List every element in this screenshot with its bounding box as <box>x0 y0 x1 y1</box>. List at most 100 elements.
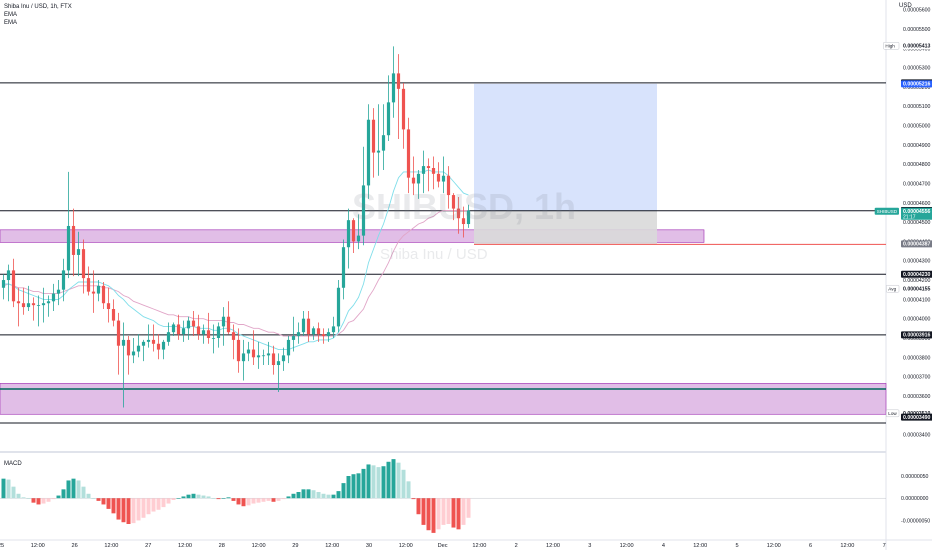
macd-bar <box>386 461 391 499</box>
price-badge-value: 0.00003916 <box>903 333 931 339</box>
candle-body <box>346 220 351 248</box>
candle-body <box>286 339 291 356</box>
candle-body <box>436 173 441 182</box>
macd-bar <box>441 498 446 525</box>
candle-body <box>411 177 416 184</box>
price-tick-label: 0.00005600 <box>903 8 931 14</box>
price-tick-label: 0.00005000 <box>903 124 931 130</box>
candle-body <box>176 324 181 335</box>
candle-body <box>356 235 361 242</box>
macd-bar <box>251 498 256 504</box>
price-badge-tag <box>883 42 900 50</box>
candle-body <box>51 293 56 302</box>
price-tick-label: 0.00005500 <box>903 27 931 33</box>
time-tick-label: 30 <box>366 543 372 549</box>
macd-bar <box>301 489 306 499</box>
macd-pane-label[interactable]: MACD <box>4 461 22 467</box>
candle-body <box>441 175 446 182</box>
price-badge <box>901 285 932 293</box>
price-badge-tag-text: High <box>885 44 895 49</box>
candle-body <box>111 309 116 321</box>
candle-body <box>206 330 211 338</box>
macd-bar <box>466 498 471 518</box>
price-badge-value: 0.00003490 <box>903 415 931 421</box>
macd-bar <box>236 498 241 505</box>
time-tick-label: 12:00 <box>840 543 854 549</box>
price-tick-label: 0.00005200 <box>903 85 931 91</box>
candle-body <box>186 320 191 329</box>
position-stop-box <box>474 210 657 244</box>
price-badge-tag-text: Low <box>888 411 897 416</box>
candle-body <box>336 287 341 327</box>
macd-bar <box>391 459 396 499</box>
candle-body <box>466 210 471 225</box>
candle-body <box>146 339 151 342</box>
candle-body <box>451 195 456 209</box>
time-tick-label: 29 <box>292 543 298 549</box>
macd-bar <box>136 498 141 521</box>
macd-bar <box>376 467 381 499</box>
macd-bar <box>161 498 166 508</box>
price-tick-label: 0.00004200 <box>903 278 931 284</box>
candle-body <box>131 351 136 356</box>
macd-bar <box>456 498 461 530</box>
macd-bar <box>381 466 386 499</box>
macd-bar <box>146 498 151 515</box>
macd-bar <box>306 489 311 499</box>
macd-bar <box>356 473 361 499</box>
price-axis: 0.00005600 0.00005500 0.00005400 0.00005300… <box>901 8 931 525</box>
candle-body <box>326 332 331 337</box>
candle-body <box>181 328 186 335</box>
macd-bar <box>326 494 331 499</box>
price-badge-value: 0.00004155 <box>903 287 931 293</box>
macd-bar <box>351 474 356 499</box>
price-tick-label: 0.00003900 <box>903 336 931 342</box>
price-badge <box>901 42 932 50</box>
macd-bar <box>266 498 271 501</box>
macd-bar <box>451 498 456 528</box>
candle-body <box>81 249 86 279</box>
ema-indicator-label-2[interactable]: EMA <box>4 20 18 26</box>
time-tick-label: 12:00 <box>325 543 339 549</box>
candle-body <box>221 316 226 327</box>
candle-body <box>226 316 231 333</box>
currency-label[interactable]: USD <box>899 3 912 9</box>
candle-body <box>171 324 176 333</box>
macd-bar <box>346 476 351 499</box>
macd-bar <box>41 498 46 504</box>
price-badge-value: 0.00004387 <box>903 242 931 248</box>
candle-body <box>246 349 251 354</box>
macd-bar <box>446 498 451 524</box>
candle-body <box>161 341 166 350</box>
candle-body <box>16 301 21 304</box>
candle-body <box>366 119 371 186</box>
ema-indicator-label-1[interactable]: EMA <box>4 12 18 18</box>
macd-bar <box>291 493 296 499</box>
price-badge-value: 0.00004556 <box>903 209 931 215</box>
time-tick-label: 12:00 <box>178 543 192 549</box>
candle-body <box>461 218 466 225</box>
candle-body <box>201 330 206 335</box>
macd-bar <box>406 481 411 499</box>
macd-bar <box>166 498 171 504</box>
candle-body <box>256 355 261 358</box>
candle-body <box>66 225 71 271</box>
time-tick-label: 3 <box>588 543 591 549</box>
macd-bar <box>141 498 146 518</box>
macd-bar <box>461 498 466 525</box>
time-tick-label: 12:00 <box>31 543 45 549</box>
macd-bar <box>16 493 21 499</box>
candle-body <box>456 208 461 219</box>
candle-body <box>231 332 236 340</box>
price-labels: 0.00005413High0.000052210.000052160.0000… <box>874 42 932 421</box>
macd-bar <box>91 498 96 499</box>
macd-tick-label: 0.00000050 <box>901 474 929 480</box>
symbol-title[interactable]: Shiba Inu / USD, 1h, FTX <box>4 4 72 10</box>
macd-bar <box>331 494 336 499</box>
candle-body <box>361 185 366 236</box>
macd-bar <box>81 486 86 499</box>
candle-body <box>156 343 161 350</box>
price-tick-label: 0.00003400 <box>903 433 931 439</box>
time-tick-label: 27 <box>145 543 151 549</box>
